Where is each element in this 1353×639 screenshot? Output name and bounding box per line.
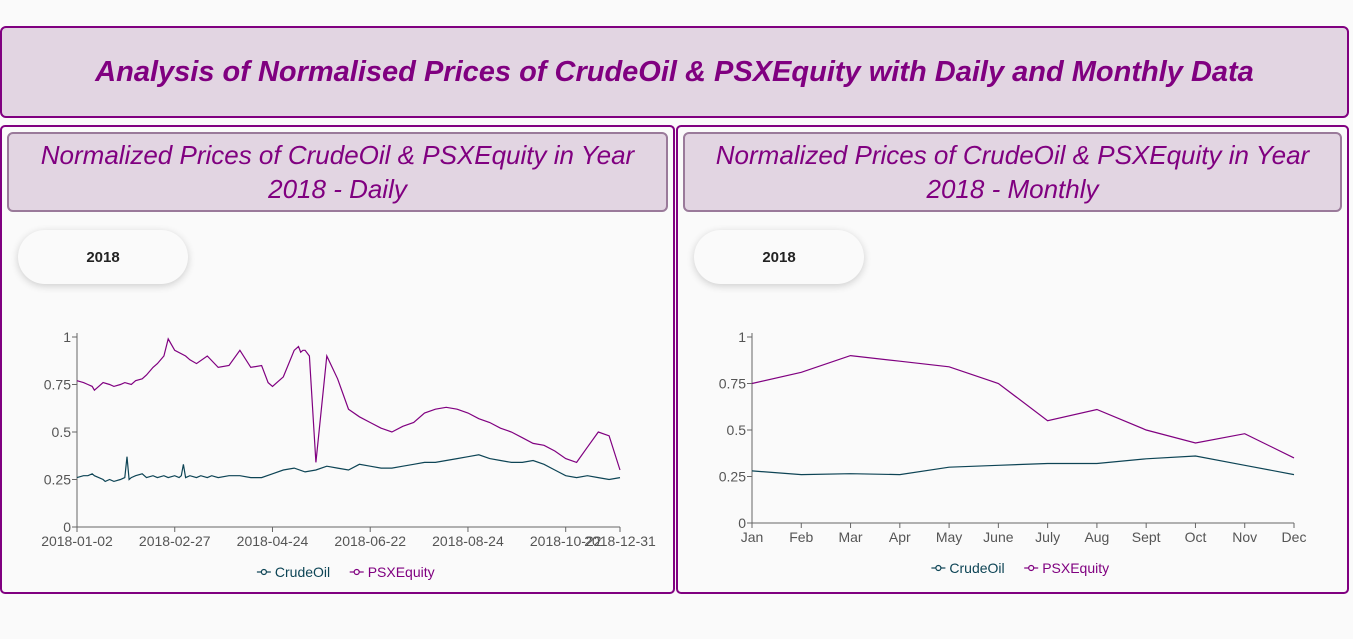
y-tick-label: 0.25	[44, 472, 71, 488]
y-tick-label: 0.75	[719, 376, 746, 392]
x-tick-label: 2018-12-31	[584, 533, 656, 549]
series-line-psxequity	[76, 337, 621, 471]
x-tick-label: Aug	[1084, 529, 1109, 545]
daily-line-chart: 0 0.25 0.5 0.75 1 2018-01-02 2018-02-27 2018-04…	[41, 329, 656, 580]
y-tick-label: 0.5	[52, 424, 72, 440]
daily-year-selector[interactable]: 2018	[18, 230, 188, 284]
x-tick-label: July	[1035, 529, 1060, 545]
legend-label: CrudeOil	[949, 560, 1004, 576]
series-line-psxequity	[751, 354, 1295, 459]
legend-label: CrudeOil	[275, 564, 330, 580]
legend-circle-marker	[260, 568, 267, 576]
y-tick-label: 1	[738, 329, 746, 345]
x-tick-label: 2018-02-27	[139, 533, 211, 549]
y-tick-label: 0.75	[44, 377, 71, 393]
y-tick-label: 1	[63, 329, 71, 345]
legend-item-psxequity: PSXEquity	[349, 564, 435, 580]
x-tick-label: 2018-01-02	[41, 533, 113, 549]
x-tick-label: May	[936, 529, 962, 545]
legend-circle-marker	[353, 568, 360, 576]
legend-label: PSXEquity	[1042, 560, 1109, 576]
legend-circle-marker	[1028, 564, 1035, 572]
x-tick-label: June	[983, 529, 1014, 545]
x-tick-label: 2018-08-24	[432, 533, 504, 549]
x-tick-label: 2018-10-22	[530, 533, 602, 549]
x-tick-label: Sept	[1132, 529, 1161, 545]
monthly-panel-title-text: Normalized Prices of CrudeOil & PSXEquit…	[715, 140, 1310, 204]
legend-label: PSXEquity	[368, 564, 435, 580]
x-tick-label: Dec	[1282, 529, 1307, 545]
monthly-chart-panel: Normalized Prices of CrudeOil & PSXEquit…	[676, 125, 1349, 594]
x-tick-label: 2018-06-22	[334, 533, 406, 549]
legend-item-psxequity: PSXEquity	[1024, 560, 1109, 576]
x-tick-label: Nov	[1232, 529, 1257, 545]
page-title: Analysis of Normalised Prices of CrudeOi…	[95, 55, 1254, 88]
legend-item-crudeoil: CrudeOil	[256, 564, 330, 580]
legend-circle-marker	[935, 564, 942, 572]
series-line-crudeoil	[751, 455, 1295, 476]
x-tick-label: Feb	[789, 529, 813, 545]
series-line-crudeoil	[76, 454, 621, 483]
daily-chart-panel: Normalized Prices of CrudeOil & PSXEquit…	[0, 125, 675, 594]
y-tick-label: 0.5	[727, 422, 747, 438]
legend-item-crudeoil: CrudeOil	[931, 560, 1005, 576]
x-tick-label: 2018-04-24	[237, 533, 309, 549]
daily-panel-title: Normalized Prices of CrudeOil & PSXEquit…	[7, 132, 668, 212]
y-tick-label: 0	[738, 515, 746, 531]
monthly-panel-title: Normalized Prices of CrudeOil & PSXEquit…	[683, 132, 1342, 212]
x-tick-label: Apr	[889, 529, 911, 545]
x-tick-label: Oct	[1185, 529, 1207, 545]
x-tick-label: Mar	[838, 529, 862, 545]
monthly-line-chart: 0 0.25 0.5 0.75 1 Jan Feb Mar Apr May June July Aug S…	[719, 329, 1307, 576]
y-tick-label: 0.25	[719, 469, 746, 485]
daily-panel-title-text: Normalized Prices of CrudeOil & PSXEquit…	[40, 140, 635, 204]
monthly-year-selector[interactable]: 2018	[694, 230, 864, 284]
dashboard-header: Analysis of Normalised Prices of CrudeOi…	[0, 26, 1349, 118]
y-tick-label: 0	[63, 519, 71, 535]
x-tick-label: Jan	[741, 529, 764, 545]
